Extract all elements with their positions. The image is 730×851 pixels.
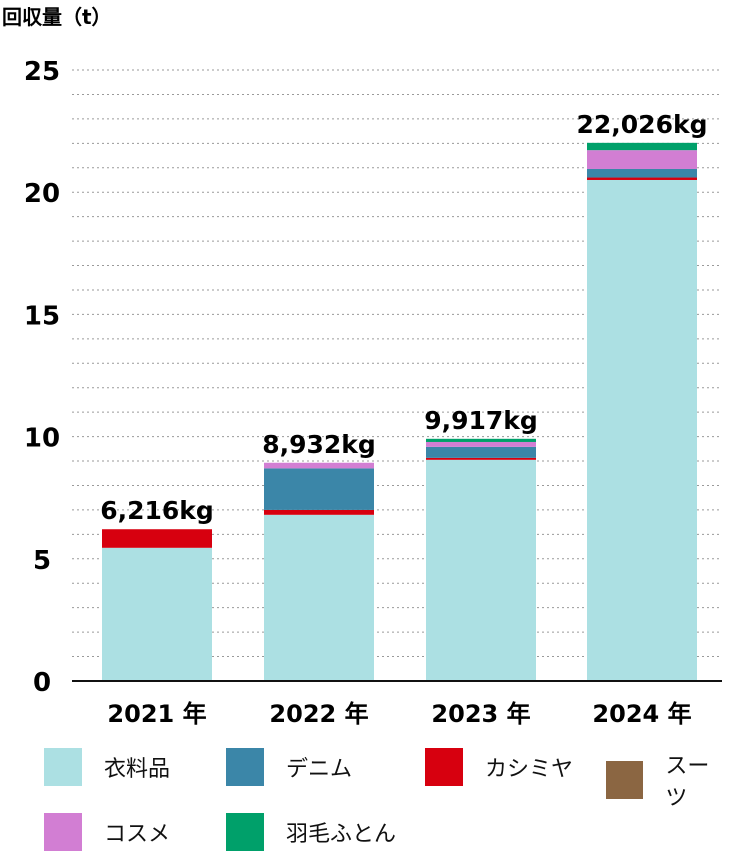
bar-segment — [587, 150, 697, 169]
y-tick-label: 25 — [24, 57, 60, 87]
bar-segment — [426, 459, 536, 681]
bar-segment — [264, 468, 374, 510]
bar-segment — [264, 462, 374, 469]
bar-segment — [426, 441, 536, 447]
y-tick-label: 0 — [33, 668, 51, 698]
bar-stack — [264, 462, 374, 681]
bar-total-label: 6,216kg — [100, 496, 214, 525]
bar-total-label: 22,026kg — [577, 110, 708, 139]
x-tick-label: 2023 年 — [431, 700, 530, 728]
bar-stack — [587, 142, 697, 682]
x-tick-label: 2022 年 — [269, 700, 368, 728]
y-tick-label: 10 — [24, 424, 60, 454]
bar-segment — [102, 529, 212, 548]
bar-stack — [426, 438, 536, 681]
bar-segment — [426, 438, 536, 442]
bar-segment — [102, 547, 212, 681]
bar-stack — [102, 529, 212, 681]
bars — [102, 142, 697, 682]
bar-total-label: 9,917kg — [424, 406, 538, 435]
total-labels: 6,216kg 8,932kg 9,917kg 22,026kg — [100, 110, 707, 525]
bar-segment — [587, 177, 697, 180]
bar-segment — [587, 179, 697, 682]
y-axis-title: 回収量（t） — [2, 5, 112, 29]
x-tick-labels: 2021 年 2022 年 2023 年 2024 年 — [107, 700, 691, 728]
bar-segment — [587, 168, 697, 178]
bar-segment — [587, 142, 697, 151]
bar-segment — [426, 446, 536, 458]
y-tick-label: 5 — [33, 546, 51, 576]
bar-segment — [264, 509, 374, 515]
bar-segment — [426, 457, 536, 460]
y-tick-label: 15 — [24, 301, 60, 331]
x-tick-label: 2021 年 — [107, 700, 206, 728]
bar-total-label: 8,932kg — [262, 430, 376, 459]
x-tick-label: 2024 年 — [592, 700, 691, 728]
bar-segment — [264, 514, 374, 681]
y-tick-label: 20 — [24, 179, 60, 209]
y-tick-labels: 0 5 10 15 20 25 — [24, 57, 60, 698]
